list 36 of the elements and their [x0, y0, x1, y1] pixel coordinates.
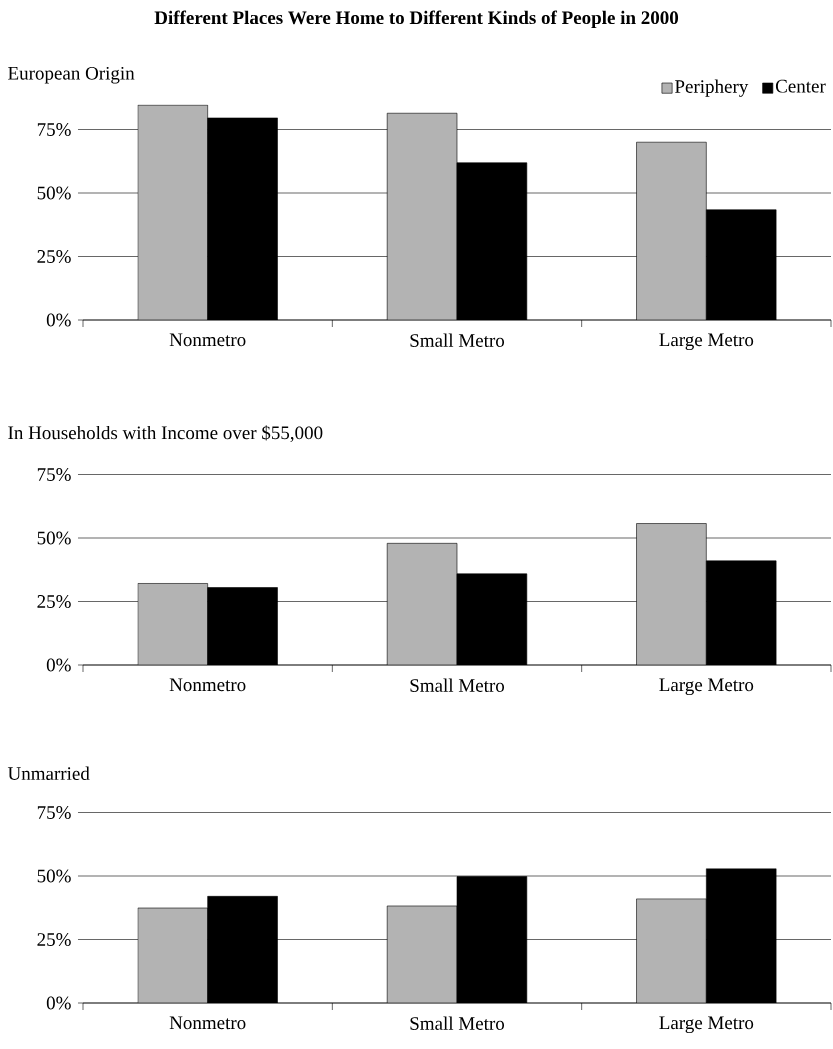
y-tick-label: 75%: [37, 468, 71, 481]
chart-title: Different Places Were Home to Different Kinds of People in 2000: [154, 10, 679, 28]
y-tick-label: 25%: [37, 250, 71, 263]
y-tick-label: 0%: [46, 996, 71, 1010]
x-tick-label: Nonmetro: [169, 333, 246, 347]
bar: [137, 104, 208, 321]
bar: [636, 523, 707, 666]
x-tick-label: Small Metro: [410, 678, 505, 692]
bar: [137, 583, 208, 666]
y-tick-label: 25%: [37, 933, 71, 946]
x-tick-label: Small Metro: [410, 333, 505, 347]
x-tick-label: Small Metro: [410, 1016, 505, 1030]
x-tick-label: Nonmetro: [169, 1016, 246, 1030]
y-tick-label: 0%: [46, 658, 71, 672]
y-tick-label: 50%: [37, 531, 71, 545]
y-tick-label: 50%: [37, 869, 71, 883]
chart-subtitle: Unmarried: [7, 766, 90, 780]
x-tick-label: Large Metro: [659, 678, 754, 696]
legend-label: Periphery: [675, 79, 749, 97]
chart-subtitle: European Origin: [8, 66, 135, 84]
y-tick-label: 75%: [37, 806, 71, 819]
bar: [636, 898, 707, 1004]
bar: [386, 905, 458, 1004]
chart-subtitle: In Households with Income over $55,000: [8, 425, 323, 442]
bar: [386, 112, 458, 321]
bar: [386, 543, 458, 666]
y-tick-label: 0%: [46, 313, 71, 327]
bar: [137, 907, 208, 1004]
y-tick-label: 50%: [37, 186, 71, 200]
y-tick-label: 25%: [37, 595, 71, 608]
x-tick-label: Large Metro: [659, 1016, 754, 1034]
y-tick-label: 75%: [37, 123, 71, 136]
bar: [636, 141, 707, 321]
legend-label: Center: [775, 79, 826, 93]
x-tick-label: Large Metro: [659, 333, 754, 351]
x-tick-label: Nonmetro: [169, 678, 246, 692]
